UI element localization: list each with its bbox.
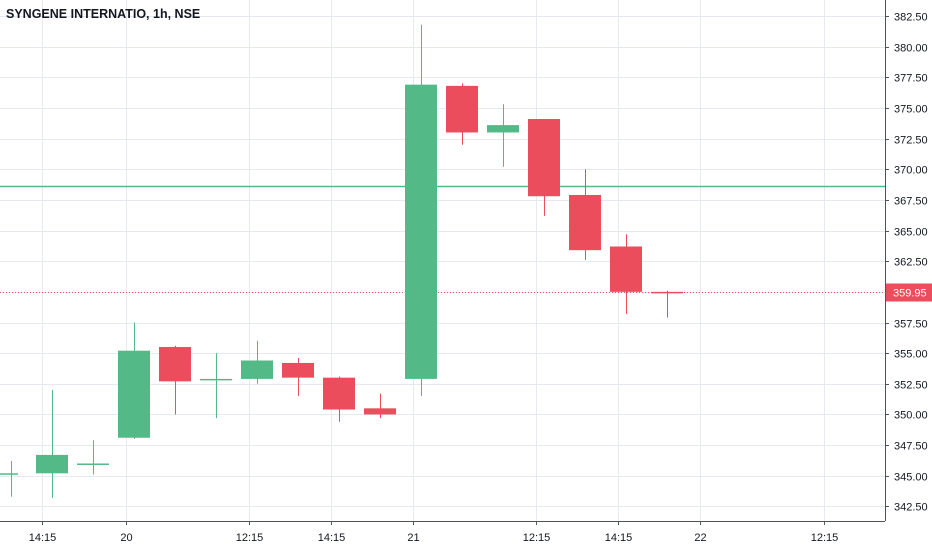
y-tick-label: 367.50 — [894, 196, 928, 208]
candle-body — [651, 291, 683, 294]
x-tick-label: 14:15 — [29, 532, 57, 544]
chart-title: SYNGENE INTERNATIO, 1h, NSE — [6, 7, 201, 21]
candle-body — [36, 454, 68, 474]
y-tick-label: 370.00 — [894, 165, 928, 177]
y-tick-label: 377.50 — [894, 73, 928, 85]
y-tick-label: 380.00 — [894, 43, 928, 55]
y-tick-label: 375.00 — [894, 104, 928, 116]
last-price-label: 359.95 — [893, 288, 927, 300]
candle — [282, 358, 314, 397]
x-tick-label: 21 — [407, 532, 419, 544]
candle-body — [487, 125, 519, 133]
candle-body — [528, 118, 560, 197]
candle — [36, 389, 68, 498]
y-tick-label: 347.50 — [894, 441, 928, 453]
y-tick-label: 382.50 — [894, 12, 928, 24]
y-tick-label: 357.50 — [894, 319, 928, 331]
candle-body — [241, 360, 273, 379]
candle — [159, 345, 191, 415]
x-tick-label: 12:15 — [811, 532, 839, 544]
y-tick-label: 350.00 — [894, 410, 928, 422]
grid — [0, 0, 885, 521]
candle-body — [405, 84, 437, 379]
x-tick-label: 12:15 — [523, 532, 551, 544]
candle-body — [282, 362, 314, 378]
y-tick-label: 345.00 — [894, 472, 928, 484]
candle — [323, 376, 355, 422]
candle — [651, 290, 683, 318]
candles — [0, 24, 683, 498]
x-tick-label: 12:15 — [236, 532, 264, 544]
candle-body — [200, 378, 232, 381]
candle — [569, 169, 601, 260]
candle-body — [77, 463, 109, 465]
candle — [200, 353, 232, 419]
horizontal-lines — [0, 185, 885, 293]
candle — [0, 461, 18, 497]
candle-body — [364, 408, 396, 415]
candle-body — [446, 85, 478, 133]
candle-body — [159, 347, 191, 382]
candle-body — [118, 350, 150, 438]
candle — [241, 340, 273, 384]
candle — [610, 234, 642, 314]
y-tick-label: 365.00 — [894, 227, 928, 239]
candle — [487, 104, 519, 167]
x-tick-label: 22 — [694, 532, 706, 544]
y-tick-label: 352.50 — [894, 380, 928, 392]
candle-body — [0, 473, 18, 475]
candle — [528, 118, 560, 216]
y-tick-label: 342.50 — [894, 502, 928, 514]
y-tick-label: 355.00 — [894, 349, 928, 361]
candle — [118, 322, 150, 439]
candle — [77, 440, 109, 475]
last-price-badge-bg — [886, 283, 932, 302]
x-tick-label: 14:15 — [318, 532, 346, 544]
x-tick-label: 14:15 — [605, 532, 633, 544]
candle-body — [569, 194, 601, 251]
candle-body — [323, 377, 355, 410]
candle-body — [610, 246, 642, 292]
candle — [446, 83, 478, 145]
candle — [405, 24, 437, 397]
y-tick-label: 372.50 — [894, 135, 928, 147]
last-price-badge: 359.95 — [886, 283, 932, 302]
candle — [364, 393, 396, 419]
y-tick-label: 362.50 — [894, 257, 928, 269]
x-tick-label: 20 — [120, 532, 132, 544]
